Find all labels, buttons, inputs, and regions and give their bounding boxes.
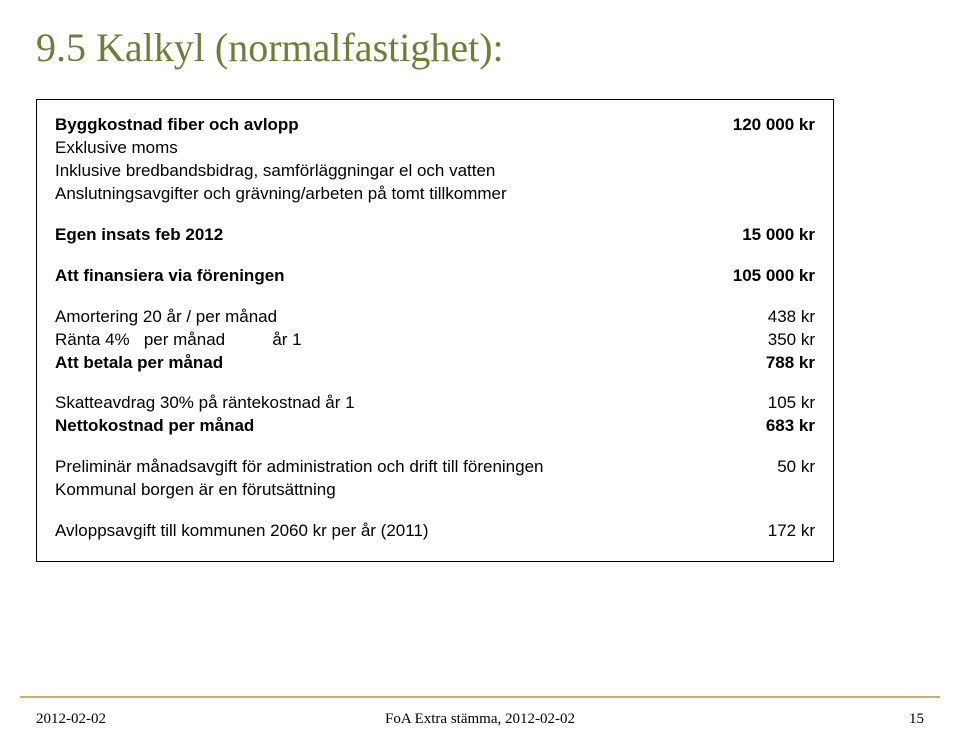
value-preliminar: 50 kr <box>675 456 815 479</box>
label-amortering: Amortering 20 år / per månad <box>55 306 675 329</box>
gap <box>55 206 815 224</box>
row-exklusive: Exklusive moms <box>55 137 815 160</box>
value-avlopp: 172 kr <box>675 520 815 543</box>
label-egeninsats: Egen insats feb 2012 <box>55 224 675 247</box>
row-anslutning: Anslutningsavgifter och grävning/arbeten… <box>55 183 815 206</box>
value-ranta: 350 kr <box>675 329 815 352</box>
footer-date: 2012-02-02 <box>36 711 106 728</box>
footer: 2012-02-02 FoA Extra stämma, 2012-02-02 … <box>36 711 924 728</box>
row-preliminar: Preliminär månadsavgift för administrati… <box>55 456 815 479</box>
footer-page-number: 15 <box>909 711 924 728</box>
row-ranta: Ränta 4% per månad år 1 350 kr <box>55 329 815 352</box>
label-exklusive: Exklusive moms <box>55 137 815 160</box>
row-byggkostnad: Byggkostnad fiber och avlopp 120 000 kr <box>55 114 815 137</box>
footer-divider <box>20 696 940 698</box>
row-avlopp: Avloppsavgift till kommunen 2060 kr per … <box>55 520 815 543</box>
row-netto: Nettokostnad per månad 683 kr <box>55 415 815 438</box>
value-betala: 788 kr <box>675 352 815 375</box>
content-box: Byggkostnad fiber och avlopp 120 000 kr … <box>36 99 834 562</box>
gap <box>55 288 815 306</box>
row-finansiera: Att finansiera via föreningen 105 000 kr <box>55 265 815 288</box>
value-finansiera: 105 000 kr <box>675 265 815 288</box>
value-netto: 683 kr <box>675 415 815 438</box>
slide: 9.5 Kalkyl (normalfastighet): Byggkostna… <box>0 0 960 744</box>
label-preliminar: Preliminär månadsavgift för administrati… <box>55 456 675 479</box>
gap <box>55 502 815 520</box>
value-byggkostnad: 120 000 kr <box>675 114 815 137</box>
label-inklusive: Inklusive bredbandsbidrag, samförläggnin… <box>55 160 815 183</box>
label-borgen: Kommunal borgen är en förutsättning <box>55 479 815 502</box>
label-byggkostnad: Byggkostnad fiber och avlopp <box>55 114 675 137</box>
slide-title: 9.5 Kalkyl (normalfastighet): <box>36 24 924 71</box>
label-netto: Nettokostnad per månad <box>55 415 675 438</box>
label-skatteavdrag: Skatteavdrag 30% på räntekostnad år 1 <box>55 392 675 415</box>
value-skatteavdrag: 105 kr <box>675 392 815 415</box>
value-egeninsats: 15 000 kr <box>675 224 815 247</box>
label-ranta: Ränta 4% per månad år 1 <box>55 329 675 352</box>
row-borgen: Kommunal borgen är en förutsättning <box>55 479 815 502</box>
row-egeninsats: Egen insats feb 2012 15 000 kr <box>55 224 815 247</box>
label-avlopp: Avloppsavgift till kommunen 2060 kr per … <box>55 520 675 543</box>
gap <box>55 247 815 265</box>
row-inklusive: Inklusive bredbandsbidrag, samförläggnin… <box>55 160 815 183</box>
gap <box>55 438 815 456</box>
row-amortering: Amortering 20 år / per månad 438 kr <box>55 306 815 329</box>
label-betala: Att betala per månad <box>55 352 675 375</box>
row-skatteavdrag: Skatteavdrag 30% på räntekostnad år 1 10… <box>55 392 815 415</box>
gap <box>55 374 815 392</box>
label-anslutning: Anslutningsavgifter och grävning/arbeten… <box>55 183 815 206</box>
footer-center: FoA Extra stämma, 2012-02-02 <box>36 711 924 728</box>
row-betala: Att betala per månad 788 kr <box>55 352 815 375</box>
value-amortering: 438 kr <box>675 306 815 329</box>
label-finansiera: Att finansiera via föreningen <box>55 265 675 288</box>
